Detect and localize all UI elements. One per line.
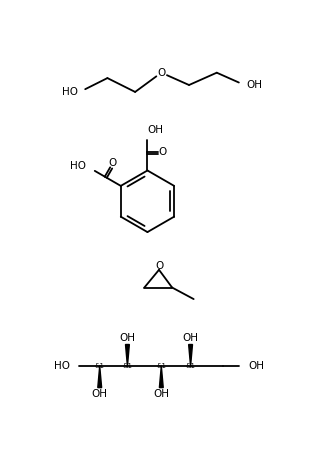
Polygon shape xyxy=(126,344,129,366)
Text: O: O xyxy=(155,261,163,271)
Text: &1: &1 xyxy=(186,363,196,369)
Text: &1: &1 xyxy=(156,363,166,369)
Text: HO: HO xyxy=(62,87,78,97)
Text: O: O xyxy=(157,68,165,78)
Text: HO: HO xyxy=(54,361,70,371)
Text: OH: OH xyxy=(92,389,108,399)
Text: OH: OH xyxy=(119,333,135,343)
Text: &1: &1 xyxy=(95,363,105,369)
Text: HO: HO xyxy=(70,161,86,171)
Text: &1: &1 xyxy=(123,363,132,369)
Text: OH: OH xyxy=(183,333,198,343)
Polygon shape xyxy=(189,344,193,366)
Text: OH: OH xyxy=(147,125,164,135)
Text: OH: OH xyxy=(153,389,169,399)
Polygon shape xyxy=(98,366,102,388)
Text: OH: OH xyxy=(248,361,264,371)
Text: OH: OH xyxy=(246,80,262,90)
Text: O: O xyxy=(108,158,117,168)
Polygon shape xyxy=(159,366,163,388)
Text: O: O xyxy=(159,147,167,157)
